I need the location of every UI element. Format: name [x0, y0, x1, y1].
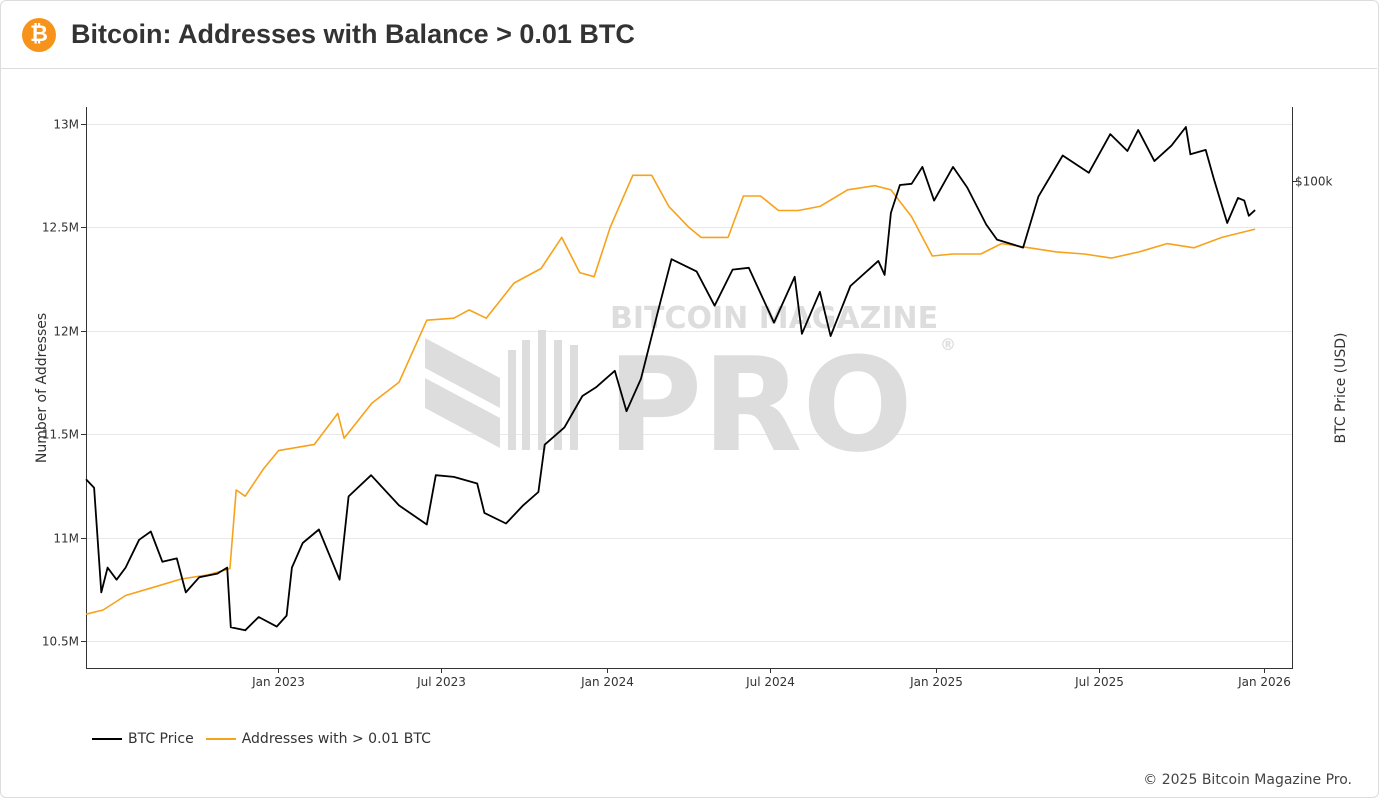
- axes: [86, 107, 1293, 669]
- legend-label-btc-price: BTC Price: [128, 731, 194, 747]
- y-left-tick-label: 13M: [53, 118, 79, 132]
- y-right-tick-label: $100k: [1295, 175, 1333, 189]
- x-ticks: Jan 2023 Jul 2023 Jan 2024 Jul 2024 Jan 2025…: [251, 668, 1291, 689]
- watermark-logo-shape: [425, 338, 500, 408]
- x-tick-label: Jan 2024: [580, 675, 634, 689]
- y-left-tick-label: 12M: [53, 325, 79, 339]
- x-tick-label: Jan 2026: [1237, 675, 1291, 689]
- watermark-line2: PRO: [607, 329, 913, 481]
- chart-header: ₿ Bitcoin: Addresses with Balance > 0.01…: [0, 0, 1377, 69]
- grid-lines: [86, 124, 1292, 642]
- watermark: BITCOIN MAGAZINE PRO ®: [425, 301, 956, 481]
- watermark-line1: BITCOIN MAGAZINE: [610, 301, 938, 336]
- bitcoin-logo-icon: ₿: [22, 18, 56, 52]
- y-right-axis-label: BTC Price (USD): [1333, 332, 1349, 443]
- copyright-text: © 2025 Bitcoin Magazine Pro.: [1143, 772, 1352, 788]
- legend-item-addresses[interactable]: Addresses with > 0.01 BTC: [205, 731, 431, 747]
- y-left-tick-label: 11.5M: [42, 428, 79, 442]
- y-left-axis-label: Number of Addresses: [34, 313, 50, 463]
- y-left-tick-label: 10.5M: [42, 635, 79, 649]
- y-left-tick-label: 12.5M: [42, 221, 79, 235]
- x-tick-label: Jul 2024: [745, 675, 795, 689]
- legend-item-btc-price[interactable]: BTC Price: [92, 731, 194, 747]
- right-ticks: $100k: [1292, 175, 1333, 189]
- btc-price-line: [85, 126, 1256, 632]
- legend-swatch-btc-price: [92, 738, 122, 740]
- legend-swatch-addresses: [205, 738, 236, 740]
- series-lines: [85, 126, 1256, 632]
- watermark-reg: ®: [940, 335, 956, 354]
- chart-title: Bitcoin: Addresses with Balance > 0.01 B…: [71, 19, 635, 49]
- watermark-logo-shape: [522, 340, 530, 450]
- legend: BTC Price Addresses with > 0.01 BTC: [92, 731, 443, 747]
- legend-label-addresses: Addresses with > 0.01 BTC: [241, 731, 431, 747]
- addresses-line: [85, 174, 1256, 615]
- x-tick-label: Jan 2023: [251, 675, 305, 689]
- x-tick-label: Jan 2025: [909, 675, 963, 689]
- watermark-logo-shape: [425, 378, 500, 448]
- y-left-tick-label: 11M: [53, 532, 79, 546]
- left-ticks: 10.5M 11M 11.5M 12M 12.5M 13M: [42, 118, 86, 649]
- x-tick-label: Jul 2025: [1074, 675, 1124, 689]
- watermark-logo-shape: [570, 345, 578, 450]
- x-tick-label: Jul 2023: [416, 675, 466, 689]
- watermark-logo-shape: [554, 340, 562, 450]
- watermark-logo-shape: [538, 330, 546, 450]
- watermark-logo-shape: [508, 350, 516, 450]
